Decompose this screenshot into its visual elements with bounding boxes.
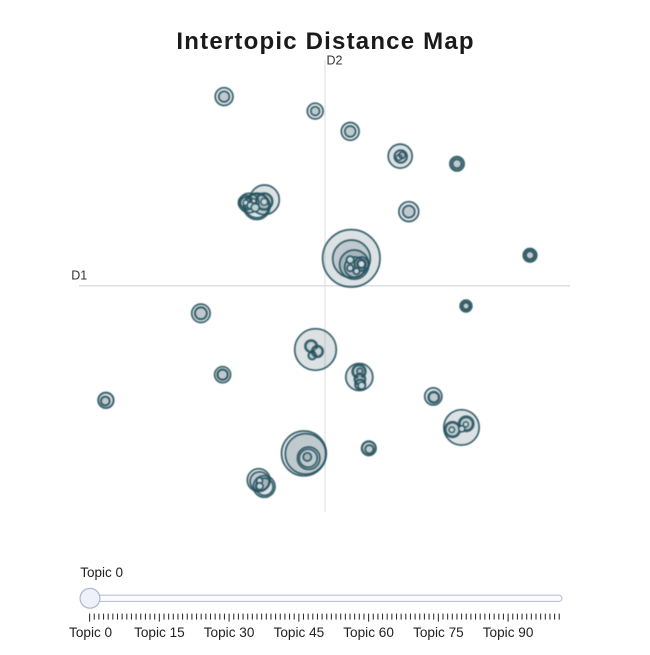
- svg-text:Topic 0: Topic 0: [69, 625, 113, 640]
- svg-text:Topic 45: Topic 45: [274, 625, 325, 640]
- svg-text:D2: D2: [327, 54, 343, 68]
- svg-text:Topic 75: Topic 75: [413, 625, 464, 640]
- svg-text:Topic 90: Topic 90: [483, 625, 534, 640]
- svg-text:Intertopic Distance Map: Intertopic Distance Map: [176, 28, 474, 55]
- svg-text:Topic 0: Topic 0: [80, 565, 123, 580]
- svg-text:Topic 15: Topic 15: [134, 625, 185, 640]
- svg-text:Topic 30: Topic 30: [204, 625, 255, 640]
- svg-text:Topic 60: Topic 60: [343, 625, 394, 640]
- svg-text:D1: D1: [71, 268, 87, 282]
